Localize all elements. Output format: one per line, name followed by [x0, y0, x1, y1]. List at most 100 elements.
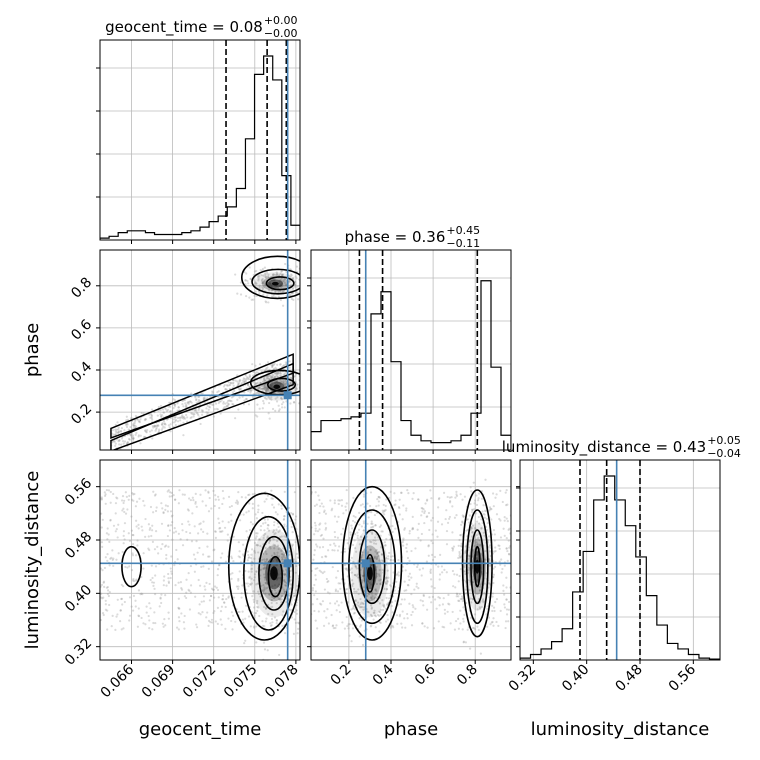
sample-point [195, 505, 198, 508]
sample-point [170, 555, 173, 558]
sample-point [153, 611, 156, 614]
sample-point [398, 498, 401, 501]
sample-point [115, 558, 118, 561]
sample-point [273, 524, 276, 527]
ytick-label: 0.40 [62, 582, 95, 615]
sample-point [369, 604, 373, 607]
sample-point [362, 529, 366, 532]
sample-point [490, 621, 493, 624]
sample-point [474, 628, 477, 631]
contour-line [251, 268, 300, 295]
sample-point [253, 606, 256, 609]
sample-point [340, 504, 344, 507]
sample-point [271, 613, 274, 616]
sample-point [255, 517, 258, 520]
sample-point [250, 577, 253, 580]
sample-point [192, 415, 195, 418]
sample-point [274, 564, 277, 567]
sample-point [277, 573, 280, 576]
sample-point [135, 431, 138, 435]
sample-point [276, 544, 280, 547]
sample-point [292, 298, 295, 301]
sample-point [201, 610, 204, 614]
sample-point [273, 551, 276, 555]
sample-point [354, 564, 357, 567]
sample-point [135, 500, 139, 503]
sample-point [232, 559, 235, 563]
sample-point [268, 539, 272, 542]
sample-point [376, 498, 379, 501]
sample-point [279, 284, 282, 287]
sample-point [262, 567, 265, 570]
sample-point [257, 386, 261, 389]
sample-point [279, 363, 282, 366]
sample-point [454, 619, 458, 623]
sample-point [187, 402, 190, 405]
sample-point [295, 552, 298, 555]
sample-point [183, 416, 186, 419]
contour-line [473, 545, 481, 588]
sample-point [377, 495, 380, 499]
sample-point [410, 576, 413, 579]
sample-point [297, 298, 300, 301]
sample-point [264, 273, 267, 276]
sample-point [125, 442, 128, 445]
sample-point [434, 529, 437, 532]
sample-point [499, 536, 503, 539]
sample-point [278, 653, 281, 657]
sample-point [358, 617, 361, 620]
sample-point [190, 416, 193, 419]
sample-point [174, 498, 177, 501]
sample-point [464, 545, 467, 548]
sample-point [397, 571, 400, 574]
sample-point [368, 581, 371, 584]
sample-point [356, 531, 359, 534]
sample-point [274, 511, 277, 514]
sample-point [485, 613, 488, 616]
sample-point [489, 564, 492, 567]
sample-point [289, 382, 292, 386]
sample-point [278, 585, 281, 588]
sample-point [483, 582, 486, 585]
ytick-label: 0.2 [68, 401, 95, 428]
contour-band [110, 353, 294, 439]
sample-point [458, 552, 461, 555]
sample-point [405, 507, 408, 510]
sample-point [279, 272, 282, 276]
sample-point [417, 536, 420, 539]
sample-point [181, 529, 184, 532]
sample-point [358, 635, 361, 638]
sample-point [284, 372, 287, 375]
sample-point [230, 519, 233, 522]
sample-point [263, 518, 266, 521]
sample-point [268, 377, 271, 380]
sample-point [188, 523, 191, 526]
sample-point [248, 385, 251, 389]
sample-point [402, 504, 405, 507]
sample-point [205, 616, 208, 619]
sample-point [313, 521, 317, 524]
sample-point [221, 502, 224, 506]
sample-point [109, 490, 112, 494]
sample-point [131, 533, 134, 537]
sample-point [381, 608, 385, 611]
sample-point [412, 492, 415, 495]
sample-point [200, 409, 203, 412]
sample-point [270, 295, 274, 298]
sample-point [258, 275, 261, 278]
sample-point [429, 568, 432, 571]
sample-point [208, 599, 211, 602]
sample-point [283, 573, 286, 576]
sample-point [223, 526, 227, 529]
sample-point [150, 414, 153, 417]
sample-point [420, 574, 423, 577]
sample-point [106, 628, 109, 631]
sample-point [199, 522, 202, 525]
sample-point [106, 592, 109, 596]
sample-point [422, 604, 425, 607]
sample-point [173, 564, 176, 567]
sample-point [281, 280, 284, 283]
sample-point [349, 533, 353, 536]
sample-point [300, 383, 302, 385]
sample-point [278, 279, 282, 282]
